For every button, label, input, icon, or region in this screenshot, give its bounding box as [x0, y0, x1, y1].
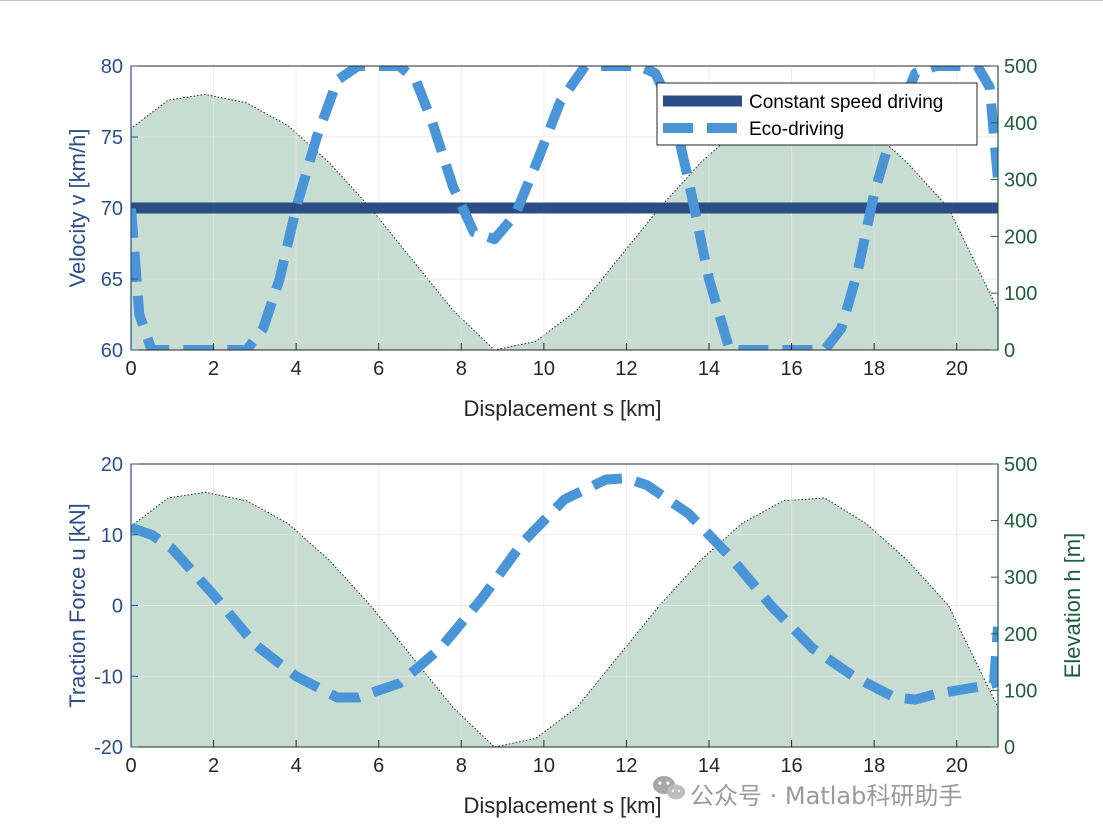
x-axis-label: Displacement s [km]	[463, 793, 661, 818]
x-tick-label: 0	[125, 755, 136, 777]
x-tick-label: 18	[863, 358, 885, 380]
elevation-area	[131, 93, 998, 350]
x-tick-label: 18	[863, 755, 885, 777]
x-tick-label: 16	[780, 358, 802, 380]
y2-tick-label: 200	[1004, 226, 1037, 248]
y2-tick-label: 100	[1004, 680, 1037, 702]
x-tick-label: 6	[373, 358, 384, 380]
x-tick-label: 6	[373, 755, 384, 777]
y-axis-label: Traction Force u [kN]	[65, 503, 90, 708]
x-tick-label: 20	[946, 755, 968, 777]
y-axis-label: Velocity v [km/h]	[65, 129, 90, 288]
y-tick-label: 80	[101, 56, 123, 78]
y2-tick-label: 500	[1004, 454, 1037, 476]
elevation-area	[131, 491, 998, 747]
y-tick-label: 75	[101, 127, 123, 149]
y2-tick-label: 400	[1004, 511, 1037, 533]
x-tick-label: 10	[533, 358, 555, 380]
y2-tick-label: 200	[1004, 624, 1037, 646]
legend-box	[656, 82, 978, 146]
eco-driving-line	[131, 66, 998, 350]
y-tick-label: -20	[94, 737, 123, 759]
y2-tick-label: 400	[1004, 113, 1037, 135]
x-tick-label: 4	[291, 755, 302, 777]
legend-label-eco: Eco-driving	[749, 119, 844, 140]
x-tick-label: 8	[456, 358, 467, 380]
y-tick-label: 0	[112, 596, 123, 618]
legend: Constant speed driving Eco-driving	[656, 82, 978, 146]
velocity-subplot: 0 2 4 6 8 10 12 14 16 18 20 60 65 70 75 80 0 100 200 300 400…	[65, 56, 1037, 421]
y2-tick-label: 300	[1004, 170, 1037, 192]
wechat-icon	[653, 776, 685, 800]
watermark: 公众号 · Matlab科研助手	[653, 776, 962, 810]
x-tick-label: 4	[291, 358, 302, 380]
x-tick-label: 14	[698, 755, 720, 777]
traction-force-subplot: 0 2 4 6 8 10 12 14 16 18 20-20-1001020010020030040…	[65, 454, 1085, 818]
x-tick-label: 8	[456, 755, 467, 777]
y2-tick-label: 300	[1004, 567, 1037, 589]
x-tick-label: 0	[125, 358, 136, 380]
x-axis-label: Displacement s [km]	[463, 396, 661, 421]
legend-label-constant: Constant speed driving	[749, 92, 943, 113]
y2-tick-label: 0	[1004, 737, 1015, 759]
x-tick-label: 2	[208, 358, 219, 380]
x-tick-label: 16	[780, 755, 802, 777]
x-tick-label: 2	[208, 755, 219, 777]
x-tick-label: 10	[533, 755, 555, 777]
y-tick-label: 65	[101, 269, 123, 291]
y-tick-label: 60	[101, 340, 123, 362]
y2-axis-label: Elevation h [m]	[1060, 533, 1085, 679]
eco-driving-line	[131, 473, 998, 705]
y2-tick-label: 100	[1004, 283, 1037, 305]
y2-tick-label: 500	[1004, 56, 1037, 78]
x-tick-label: 14	[698, 358, 720, 380]
x-tick-label: 20	[946, 358, 968, 380]
y-tick-label: 70	[101, 198, 123, 220]
y-tick-label: -10	[94, 666, 123, 688]
y-tick-label: 10	[101, 525, 123, 547]
y2-tick-label: 0	[1004, 340, 1015, 362]
watermark-text: 公众号 · Matlab科研助手	[690, 782, 962, 810]
x-tick-label: 12	[615, 755, 637, 777]
x-tick-label: 12	[615, 358, 637, 380]
y-tick-label: 20	[101, 454, 123, 476]
